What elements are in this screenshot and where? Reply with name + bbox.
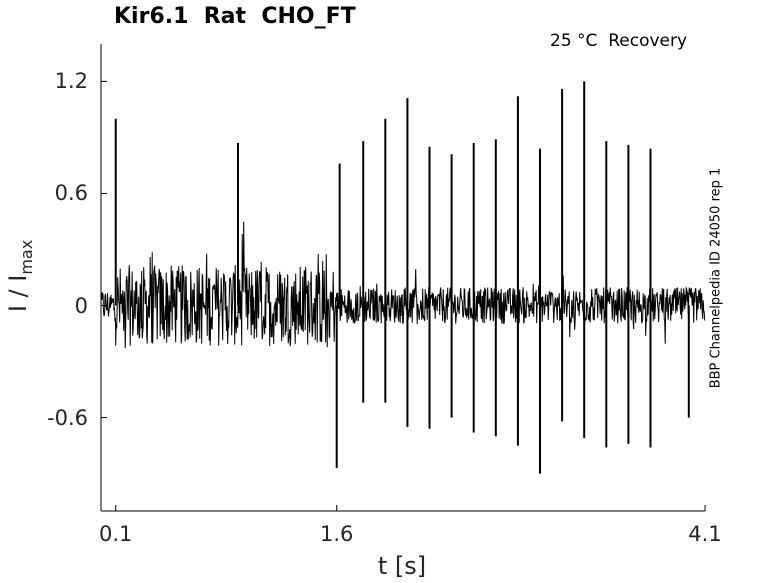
y-axis-label-main: I / I (4, 274, 33, 313)
current-trace (100, 81, 706, 474)
x-tick-label: 1.6 (320, 522, 354, 546)
noise-trace (100, 221, 706, 349)
chart-title: Kir6.1 Rat CHO_FT (114, 4, 356, 29)
x-tick-label: 0.1 (99, 522, 133, 546)
y-tick-label: 0.6 (54, 181, 88, 206)
y-axis-label-subscript: max (16, 239, 36, 275)
y-tick-label: -0.6 (47, 405, 88, 430)
x-tick-label: 4.1 (688, 522, 722, 546)
x-axis-label: t [s] (377, 552, 427, 580)
y-axis-label: I / Imax (4, 240, 36, 312)
axes (100, 44, 706, 512)
y-tick-label: 1.2 (54, 69, 88, 94)
temperature-annotation: 25 °C Recovery (550, 31, 688, 51)
y-tick-label: 0 (74, 293, 88, 318)
